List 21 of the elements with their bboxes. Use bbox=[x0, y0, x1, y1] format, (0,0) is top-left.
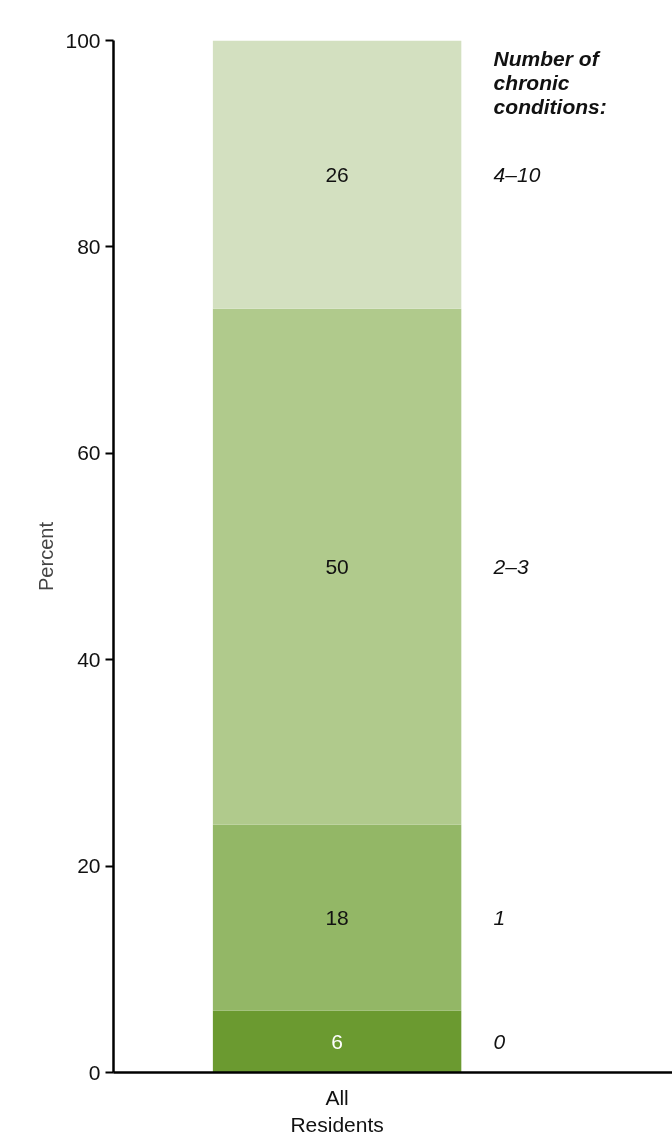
x-tick-label: All Residents bbox=[290, 1085, 384, 1137]
y-tick-label: 0 bbox=[88, 1060, 101, 1084]
y-tick-label: 100 bbox=[65, 28, 101, 52]
y-tick-label: 80 bbox=[77, 234, 101, 258]
bar bbox=[212, 1010, 462, 1073]
series-label: 1 bbox=[493, 905, 506, 929]
data-label: 18 bbox=[325, 905, 349, 929]
y-tick-label: 20 bbox=[77, 854, 101, 878]
series-label: 4–10 bbox=[493, 163, 541, 187]
data-label: 6 bbox=[331, 1029, 343, 1053]
series-label: 0 bbox=[493, 1029, 506, 1053]
y-tick-label: 60 bbox=[77, 441, 101, 465]
bar bbox=[212, 40, 462, 309]
data-label: 50 bbox=[325, 554, 349, 578]
bar bbox=[212, 824, 462, 1011]
series-label: 2–3 bbox=[492, 555, 529, 579]
y-tick-label: 40 bbox=[77, 647, 101, 671]
legend-title: Number of chronic conditions: bbox=[493, 46, 607, 118]
data-label: 26 bbox=[325, 162, 349, 186]
bar bbox=[212, 308, 462, 825]
y-axis-title: Percent bbox=[35, 521, 58, 591]
